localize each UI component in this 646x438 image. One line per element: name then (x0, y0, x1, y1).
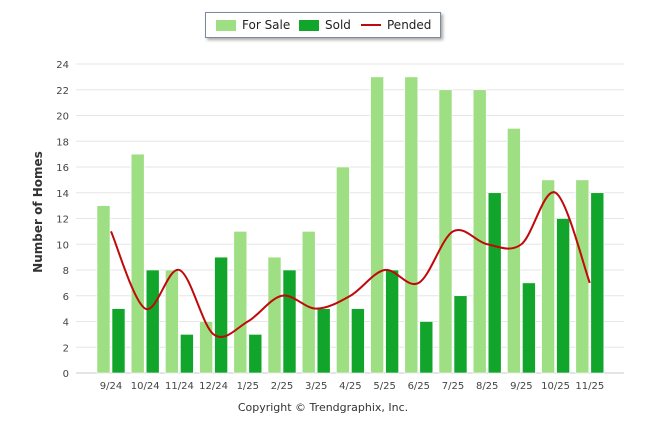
x-tick-label: 2/25 (271, 381, 293, 392)
x-tick-label: 9/25 (510, 381, 532, 392)
bar-for-sale (165, 269, 179, 374)
y-tick-label: 2 (63, 343, 69, 354)
y-tick-label: 16 (56, 163, 69, 174)
bar-for-sale (575, 179, 590, 374)
y-tick-label: 4 (63, 318, 69, 329)
bar-for-sale (404, 76, 419, 374)
copyright-text: Copyright © Trendgraphix, Inc. (237, 401, 409, 414)
legend-swatch-for-sale (216, 19, 236, 31)
x-tick-label: 3/25 (305, 381, 327, 392)
legend-label-pended: Pended (387, 18, 432, 32)
legend: For Sale Sold Pended (205, 12, 441, 38)
bar-sold (453, 295, 468, 374)
y-tick-label: 18 (56, 137, 69, 148)
y-axis-title: Number of Homes (31, 151, 45, 273)
legend-swatch-sold (299, 19, 319, 31)
bar-for-sale (301, 231, 316, 374)
y-tick-label: 0 (63, 369, 69, 380)
legend-label-for-sale: For Sale (242, 18, 291, 32)
bar-sold (522, 282, 536, 374)
x-tick-label: 8/25 (476, 381, 498, 392)
x-tick-label: 11/24 (165, 381, 194, 392)
legend-item-pended[interactable]: Pended (361, 18, 431, 32)
bar-sold (385, 269, 399, 374)
x-tick-label: 9/24 (100, 381, 122, 392)
legend-item-for-sale[interactable]: For Sale (216, 18, 290, 32)
bar-for-sale (438, 89, 453, 374)
pended-line (110, 191, 591, 338)
x-tick-label: 10/25 (541, 381, 570, 392)
bar-sold (214, 256, 228, 374)
bar-for-sale (130, 153, 145, 374)
x-tick-label: 11/25 (575, 381, 604, 392)
bar-sold (111, 308, 126, 374)
bar-sold (282, 269, 297, 374)
y-tick-label: 14 (56, 189, 69, 200)
bar-sold (419, 321, 434, 374)
x-tick-label: 1/25 (237, 381, 259, 392)
x-tick-label: 5/25 (373, 381, 395, 392)
bar-for-sale (199, 321, 213, 374)
bar-sold (248, 334, 263, 374)
bar-for-sale (233, 231, 248, 374)
bar-sold (316, 308, 331, 374)
legend-item-sold[interactable]: Sold (299, 18, 351, 32)
y-tick-label: 22 (56, 86, 69, 97)
bar-for-sale (472, 89, 487, 374)
bar-for-sale (96, 205, 111, 374)
bar-sold (145, 269, 160, 374)
bar-for-sale (267, 256, 282, 374)
bar-sold (590, 192, 605, 374)
y-tick-label: 6 (63, 292, 69, 303)
x-tick-label: 7/25 (442, 381, 464, 392)
x-tick-label: 12/24 (199, 381, 228, 392)
bar-sold (556, 218, 570, 374)
bar-for-sale (541, 179, 555, 374)
y-tick-label: 8 (63, 266, 69, 277)
bar-sold (351, 308, 365, 374)
y-tick-label: 12 (56, 215, 69, 226)
bar-for-sale (336, 166, 350, 374)
y-tick-label: 10 (56, 240, 69, 251)
bar-for-sale (507, 128, 521, 374)
bar-sold (180, 334, 194, 374)
x-tick-label: 4/25 (339, 381, 361, 392)
legend-label-sold: Sold (325, 18, 351, 32)
y-tick-label: 20 (56, 112, 69, 123)
y-tick-label: 24 (56, 60, 69, 71)
bar-sold (487, 192, 502, 374)
x-tick-label: 10/24 (131, 381, 160, 392)
bar-for-sale (370, 76, 384, 374)
legend-swatch-pended (361, 24, 381, 26)
x-tick-label: 6/25 (408, 381, 430, 392)
